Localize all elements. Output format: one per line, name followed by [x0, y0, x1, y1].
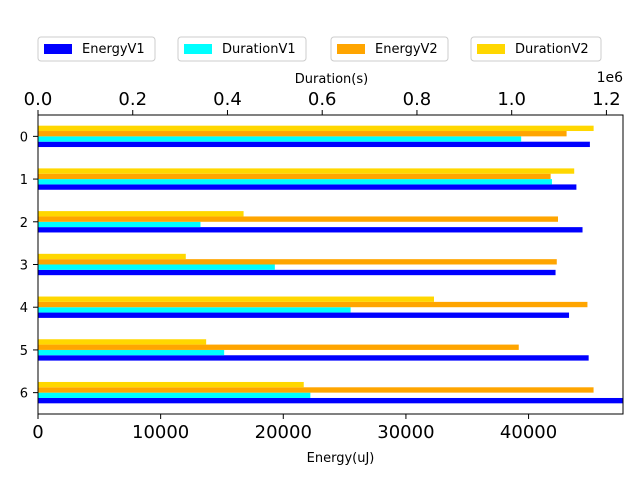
y-tick-label: 2	[20, 216, 28, 231]
bar-EnergyV1-5	[38, 355, 589, 361]
y-tick-label: 4	[20, 301, 28, 316]
bar-DurationV2-5	[38, 339, 207, 345]
y-tick-label: 6	[20, 387, 28, 402]
legend-box	[330, 36, 449, 62]
bottom-axis-label: Energy(uJ)	[307, 451, 375, 466]
legend-swatch	[477, 44, 505, 54]
bar-EnergyV1-2	[38, 227, 583, 233]
bar-DurationV2-4	[38, 296, 434, 302]
legend-swatch	[184, 44, 212, 54]
y-tick-label: 5	[20, 344, 28, 359]
y-tick-label: 0	[20, 130, 28, 145]
top-tick-label: 0.0	[24, 89, 53, 110]
legend-label: EnergyV2	[375, 42, 438, 57]
y-tick-label: 3	[20, 259, 28, 274]
bar-DurationV1-1	[38, 179, 552, 185]
bar-EnergyV2-1	[38, 173, 551, 180]
legend-item-DurationV1: DurationV1	[177, 36, 307, 62]
axes: 0 10000 20000 30000 40000 Energy(uJ) 0.0 0.2 0.4…	[20, 70, 624, 466]
top-tick-label: 0.8	[403, 89, 432, 110]
bar-EnergyV2-0	[38, 131, 567, 137]
bar-DurationV1-2	[38, 221, 201, 228]
legend: EnergyV1 DurationV1 EnergyV2 DurationV2	[37, 36, 602, 62]
bottom-tick-label: 40000	[500, 422, 557, 443]
legend-swatch	[337, 44, 365, 54]
bar-EnergyV1-4	[38, 312, 570, 318]
y-tick-label: 1	[20, 173, 28, 188]
bar-EnergyV2-5	[38, 344, 519, 350]
legend-box	[37, 36, 156, 62]
legend-item-EnergyV1: EnergyV1	[37, 36, 156, 62]
bar-DurationV1-5	[38, 349, 225, 356]
bars	[38, 125, 623, 404]
bar-DurationV2-3	[38, 253, 186, 260]
bottom-tick-label: 30000	[377, 422, 434, 443]
bar-EnergyV1-6	[38, 397, 623, 404]
legend-item-DurationV2: DurationV2	[470, 36, 602, 62]
legend-box	[177, 36, 307, 62]
bar-DurationV2-0	[38, 125, 594, 132]
bar-DurationV1-4	[38, 307, 351, 313]
bar-DurationV2-1	[38, 168, 575, 174]
legend-box	[470, 36, 602, 62]
bar-EnergyV2-3	[38, 259, 557, 265]
top-axis-label: Duration(s)	[295, 72, 368, 87]
bottom-tick-label: 20000	[255, 422, 312, 443]
legend-label: DurationV2	[515, 42, 589, 57]
bar-DurationV1-0	[38, 136, 522, 142]
top-tick-label: 0.4	[213, 89, 242, 110]
bar-EnergyV2-6	[38, 387, 594, 393]
top-tick-label: 0.6	[308, 89, 337, 110]
bar-EnergyV1-3	[38, 269, 556, 276]
bottom-tick-label: 10000	[132, 422, 189, 443]
bar-DurationV1-3	[38, 264, 275, 270]
bar-EnergyV2-2	[38, 216, 558, 222]
bottom-tick-label: 0	[32, 422, 43, 443]
bar-DurationV1-6	[38, 392, 311, 398]
bar-DurationV2-6	[38, 381, 304, 388]
bar-EnergyV1-0	[38, 141, 590, 148]
top-tick-label: 1.0	[497, 89, 526, 110]
top-tick-label: 1.2	[592, 89, 621, 110]
legend-item-EnergyV2: EnergyV2	[330, 36, 449, 62]
legend-label: EnergyV1	[82, 42, 145, 57]
bar-EnergyV2-4	[38, 301, 588, 308]
bar-DurationV2-2	[38, 211, 244, 217]
legend-label: DurationV1	[222, 42, 296, 57]
legend-swatch	[44, 44, 72, 54]
top-tick-label: 0.2	[118, 89, 147, 110]
bar-EnergyV1-1	[38, 184, 577, 190]
top-axis-offset: 1e6	[597, 70, 624, 86]
